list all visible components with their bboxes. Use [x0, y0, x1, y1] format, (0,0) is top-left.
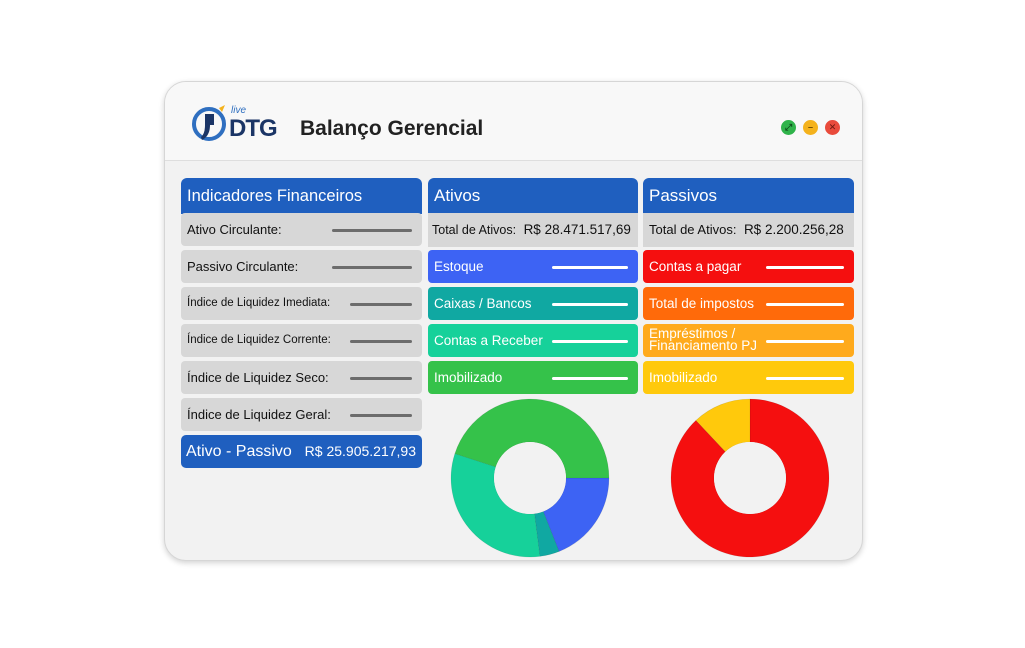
- value-placeholder-line: [350, 303, 412, 306]
- ativos-header: Ativos: [428, 178, 638, 214]
- indicadores-header: Indicadores Financeiros: [181, 178, 422, 214]
- donut-hole: [494, 442, 566, 514]
- passivos-donut-chart: [670, 398, 830, 558]
- value-placeholder-line: [350, 377, 412, 380]
- net-value: R$ 25.905.217,93: [304, 443, 416, 459]
- indicador-label: Índice de Liquidez Imediata:: [187, 297, 331, 309]
- legend-item-imobilizado-passivo: Imobilizado: [643, 361, 854, 394]
- passivos-total-row: Total de Ativos: R$ 2.200.256,28: [643, 213, 854, 247]
- app-window: live DTG Balanço Gerencial ⤢ – ✕ Indicad…: [164, 81, 863, 561]
- passivos-total-value: R$ 2.200.256,28: [743, 222, 844, 237]
- value-placeholder-line: [766, 303, 844, 306]
- indicador-label: Ativo Circulante:: [187, 222, 282, 237]
- indicador-label: Índice de Liquidez Seco:: [187, 370, 329, 385]
- logo-live-text: live: [231, 105, 247, 116]
- ativos-total-label: Total de Ativos:: [432, 223, 517, 237]
- legend-item-contas-pagar: Contas a pagar: [643, 250, 854, 283]
- value-placeholder-line: [350, 340, 412, 343]
- legend-label: Total de impostos: [649, 296, 755, 311]
- legend-label-line2: Financiamento PJ: [649, 338, 758, 353]
- indicador-label: Índice de Liquidez Geral:: [187, 407, 331, 422]
- ativos-total-row: Total de Ativos: R$ 28.471.517,69: [428, 213, 638, 247]
- indicador-label: Índice de Liquidez Corrente:: [187, 334, 331, 346]
- value-placeholder-line: [552, 340, 628, 343]
- indicador-label: Passivo Circulante:: [187, 259, 299, 274]
- legend-item-emprestimos: Empréstimos / Financiamento PJ: [643, 324, 854, 357]
- value-placeholder-line: [552, 266, 628, 269]
- close-button[interactable]: ✕: [825, 120, 840, 135]
- ativos-total-value: R$ 28.471.517,69: [523, 222, 631, 237]
- passivos-header: Passivos: [643, 178, 854, 214]
- legend-item-contas-receber: Contas a Receber: [428, 324, 638, 357]
- close-icon: ✕: [828, 122, 837, 132]
- legend-item-imobilizado: Imobilizado: [428, 361, 638, 394]
- ativos-title: Ativos: [434, 186, 481, 205]
- indicador-row: Ativo Circulante:: [181, 213, 422, 246]
- passivos-title: Passivos: [649, 186, 718, 205]
- ativos-donut-chart: [450, 398, 610, 558]
- legend-label: Imobilizado: [649, 370, 718, 385]
- value-placeholder-line: [350, 414, 412, 417]
- minus-icon: –: [807, 122, 813, 132]
- indicador-row: Índice de Liquidez Geral:: [181, 398, 422, 431]
- value-placeholder-line: [332, 266, 412, 269]
- legend-item-total-impostos: Total de impostos: [643, 287, 854, 320]
- title-bar: live DTG Balanço Gerencial ⤢ – ✕: [165, 82, 862, 161]
- passivos-total-label: Total de Ativos:: [649, 222, 737, 237]
- value-placeholder-line: [332, 229, 412, 232]
- indicadores-title: Indicadores Financeiros: [187, 187, 363, 205]
- net-label: Ativo - Passivo: [186, 443, 292, 460]
- value-placeholder-line: [552, 303, 628, 306]
- legend-label-line1: Empréstimos /: [649, 326, 736, 341]
- value-placeholder-line: [766, 340, 844, 343]
- legend-label: Caixas / Bancos: [434, 296, 532, 311]
- indicador-row: Índice de Liquidez Corrente:: [181, 324, 422, 357]
- value-placeholder-line: [766, 266, 844, 269]
- indicador-row: Índice de Liquidez Seco:: [181, 361, 422, 394]
- legend-item-estoque: Estoque: [428, 250, 638, 283]
- minimize-button[interactable]: –: [803, 120, 818, 135]
- legend-label: Contas a pagar: [649, 259, 742, 274]
- indicador-row: Passivo Circulante:: [181, 250, 422, 283]
- page-title: Balanço Gerencial: [300, 117, 484, 140]
- legend-label: Imobilizado: [434, 370, 503, 385]
- value-placeholder-line: [766, 377, 844, 380]
- value-placeholder-line: [552, 377, 628, 380]
- ativo-passivo-summary: Ativo - Passivo R$ 25.905.217,93: [181, 435, 422, 468]
- legend-item-caixas-bancos: Caixas / Bancos: [428, 287, 638, 320]
- legend-label: Estoque: [434, 259, 484, 274]
- legend-label: Contas a Receber: [434, 333, 543, 348]
- expand-icon: ⤢: [784, 122, 793, 132]
- logo-text: DTG: [229, 115, 278, 142]
- donut-hole: [714, 442, 786, 514]
- maximize-button[interactable]: ⤢: [781, 120, 796, 135]
- indicador-row: Índice de Liquidez Imediata:: [181, 287, 422, 320]
- dtg-logo: [192, 105, 226, 141]
